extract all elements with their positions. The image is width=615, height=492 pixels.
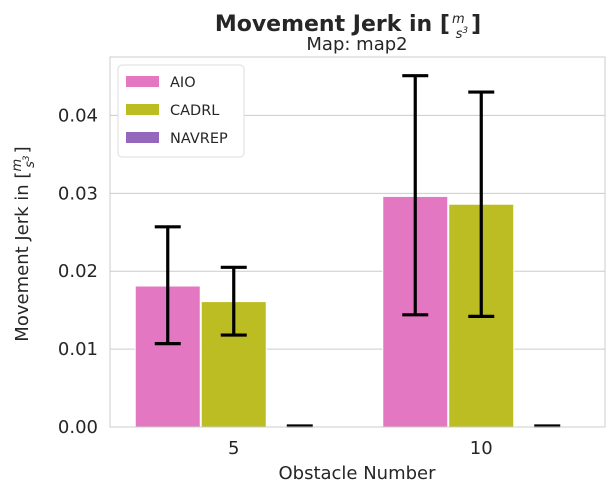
plot-frame	[109, 56, 606, 428]
x-tick-label: 10	[470, 438, 493, 459]
legend-label-navrep: NAVREP	[170, 131, 228, 147]
plot-area: 0.00 0.01 0.02 0.03 0.04 5 10	[58, 56, 606, 459]
y-tick-label: 0.00	[58, 417, 98, 438]
x-axis-label: Obstacle Number	[278, 463, 436, 484]
x-tick-label: 5	[228, 438, 239, 459]
legend-swatch-navrep	[126, 132, 159, 143]
error-bar-aio-5	[154, 225, 181, 346]
y-tick-label: 0.02	[58, 261, 98, 282]
chart-subtitle: Map: map2	[306, 34, 407, 55]
chart-title: Movement Jerk in [m s3]	[215, 12, 481, 42]
y-tick-label: 0.03	[58, 183, 98, 204]
error-bar-aio-10	[402, 74, 429, 317]
y-tick-label: 0.01	[58, 339, 98, 360]
y-tick-label: 0.04	[58, 105, 98, 126]
error-bar-cadrl-5	[220, 265, 247, 337]
error-bar-cadrl-10	[468, 90, 495, 318]
legend: AIO CADRL NAVREP	[117, 64, 245, 158]
legend-label-cadrl: CADRL	[170, 103, 219, 119]
y-axis-label: Movement Jerk in [ms3]	[10, 146, 38, 341]
legend-label-aio: AIO	[170, 75, 196, 91]
legend-swatch-cadrl	[126, 104, 159, 115]
legend-swatch-aio	[126, 76, 159, 87]
